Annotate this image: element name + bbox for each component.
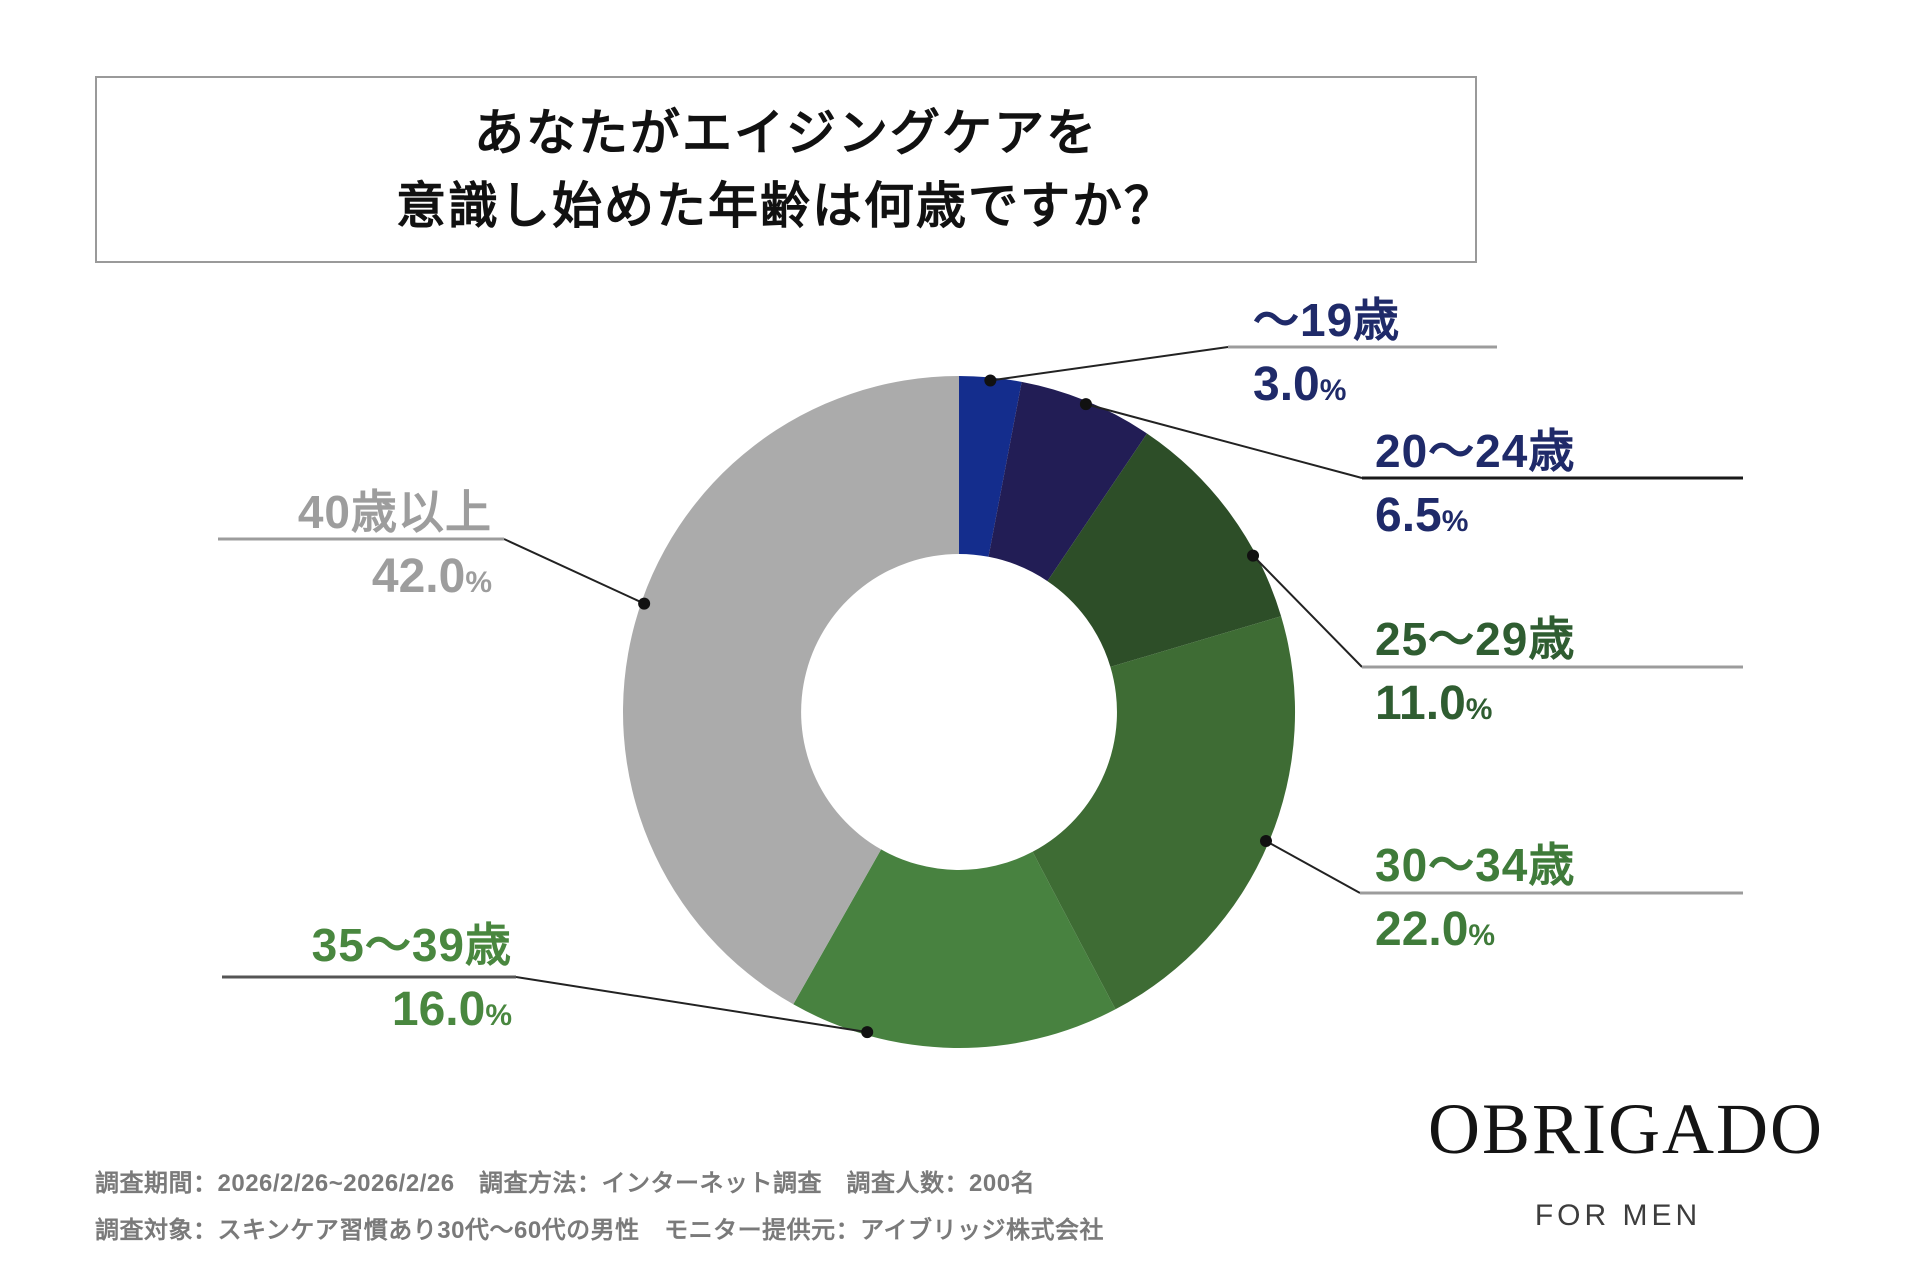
page-title-line2: 意識し始めた年齢は何歳ですか？ — [396, 177, 1176, 234]
donut-segment-3 — [1032, 616, 1296, 1010]
segment-percent: 11.0% — [1375, 677, 1493, 730]
segment-name: 35～39歳 — [311, 919, 512, 971]
leader-dot-1 — [1079, 398, 1092, 411]
donut-segment-4 — [793, 849, 1116, 1048]
segment-percent: 3.0% — [1253, 358, 1347, 411]
leader-dot-5 — [638, 597, 651, 610]
segment-percent: 6.5% — [1375, 489, 1469, 542]
page-title-line1: あなたがエイジングケアを — [474, 105, 1098, 161]
leader-line-2 — [1252, 554, 1363, 668]
leader-dot-4 — [861, 1026, 874, 1039]
segment-name: ～19歳 — [1253, 294, 1401, 346]
leader-line-3 — [1265, 840, 1361, 894]
segment-name: 20～24歳 — [1375, 425, 1576, 477]
survey-note-line2: 調査対象：スキンケア習慣あり30代～60代の男性 モニター提供元：アイブリッジ株… — [95, 1217, 1104, 1244]
segment-label-35-39: 35～39歳 16.0% — [312, 920, 512, 1042]
leader-line-0 — [990, 346, 1229, 382]
leader-line-4 — [515, 976, 868, 1034]
leader-line-5 — [503, 538, 645, 605]
segment-label-40-over: 40歳以上 42.0% — [298, 487, 492, 609]
segment-label-30-34: 30～34歳 22.0% — [1375, 840, 1575, 962]
segment-label-20-24: 20～24歳 6.5% — [1375, 426, 1575, 548]
segment-label-25-29: 25～29歳 11.0% — [1375, 614, 1575, 736]
segment-percent: 42.0% — [371, 550, 492, 603]
title-box: あなたがエイジングケアを 意識し始めた年齢は何歳ですか？ — [95, 76, 1477, 263]
survey-notes: 調査期間：2026/2/26~2026/2/26 調査方法：インターネット調査 … — [95, 1160, 1104, 1254]
leader-line-1 — [1085, 403, 1363, 479]
segment-name: 30～34歳 — [1375, 839, 1576, 891]
donut-segment-5 — [623, 376, 959, 1005]
leader-dot-3 — [1259, 835, 1272, 848]
segment-percent: 22.0% — [1375, 903, 1496, 956]
donut-segment-0 — [959, 376, 1022, 557]
segment-label-under-19: ～19歳 3.0% — [1253, 295, 1400, 417]
leader-dot-2 — [1247, 549, 1260, 562]
brand-logo: OBRIGADO FOR MEN — [1428, 1088, 1825, 1233]
brand-logo-name: OBRIGADO — [1428, 1089, 1825, 1169]
brand-logo-tagline: FOR MEN — [1534, 1199, 1702, 1232]
survey-note-line1: 調査期間：2026/2/26~2026/2/26 調査方法：インターネット調査 … — [95, 1170, 1036, 1197]
segment-percent: 16.0% — [391, 983, 512, 1036]
donut-segments — [623, 376, 1296, 1048]
leader-lines — [218, 345, 1743, 1039]
donut-segment-1 — [988, 381, 1147, 582]
segment-name: 40歳以上 — [297, 486, 492, 538]
leader-dot-0 — [984, 374, 997, 387]
donut-segment-2 — [1047, 433, 1282, 667]
segment-name: 25～29歳 — [1375, 613, 1576, 665]
